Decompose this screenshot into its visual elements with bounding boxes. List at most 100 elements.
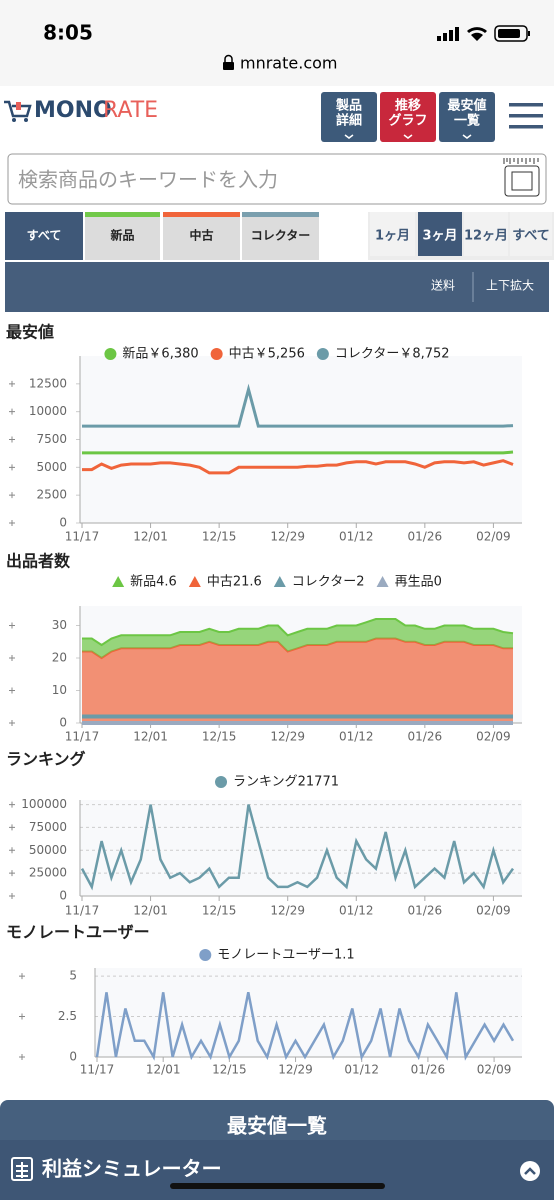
x-tick-label: 12/01	[133, 904, 168, 918]
header-button[interactable]	[321, 92, 377, 142]
legend-label[interactable]: 新品￥6,380	[122, 346, 198, 362]
tick-plus	[19, 973, 25, 980]
x-tick-label: 12/15	[202, 730, 237, 744]
x-tick-label: 11/17	[65, 730, 100, 744]
x-tick-label: 01/26	[408, 904, 443, 918]
top-bar	[0, 0, 554, 86]
list-button-label: 最安値一覧	[227, 1114, 327, 1138]
x-tick-label: 02/09	[477, 1063, 512, 1077]
header-button-label: 詳細	[336, 113, 362, 129]
x-tick-label: 02/09	[476, 730, 511, 744]
legend-marker	[104, 348, 117, 360]
tick-plus	[9, 893, 15, 899]
tick-plus	[19, 1054, 25, 1060]
x-tick-label: 12/15	[212, 1063, 247, 1077]
y-tick-label: 0	[59, 889, 67, 903]
y-tick-label: 10	[52, 683, 67, 697]
tab[interactable]	[5, 212, 83, 260]
y-tick-label: 0	[59, 716, 67, 730]
tab[interactable]	[242, 212, 319, 260]
x-tick-label: 02/09	[476, 904, 511, 918]
y-tick-label: 0	[69, 1050, 77, 1064]
header-button-label: 一覧	[454, 113, 480, 129]
x-tick-label: 12/29	[278, 1063, 313, 1077]
range-button[interactable]	[464, 212, 508, 256]
legend-label[interactable]: 再生品0	[395, 575, 442, 590]
data-line	[82, 450, 514, 455]
tick-plus	[9, 847, 15, 854]
tab-label: 中古	[189, 228, 213, 243]
header-button[interactable]	[439, 92, 495, 142]
tab-label: すべて	[27, 229, 62, 243]
simulator-label: 利益シミュレーター	[42, 1157, 222, 1181]
range-button[interactable]	[510, 212, 552, 256]
logo[interactable]: MONO RATE	[4, 98, 158, 123]
chevron	[344, 134, 354, 139]
lock-icon	[223, 54, 234, 70]
chart-title: 出品者数	[6, 552, 71, 571]
y-tick-label: 20	[52, 651, 67, 665]
header-button[interactable]	[380, 92, 436, 142]
legend-label[interactable]: コレクター￥8,752	[335, 347, 450, 362]
header-button-label: 製品	[335, 98, 362, 114]
tab-stripe	[163, 212, 240, 217]
tick-plus	[9, 408, 15, 415]
menu-icon[interactable]	[509, 103, 543, 129]
y-tick-label: 2500	[36, 488, 67, 502]
range-label: 12ヶ月	[464, 229, 508, 244]
list-button[interactable]	[0, 1100, 554, 1150]
header-button-label: 最安値	[447, 98, 486, 114]
range-label: 3ヶ月	[422, 229, 457, 244]
legend-label[interactable]: ランキング21771	[233, 775, 339, 790]
tick-plus	[9, 520, 15, 526]
legend-marker	[215, 776, 228, 788]
legend-label[interactable]: 新品4.6	[130, 574, 177, 590]
range-button[interactable]	[418, 212, 462, 256]
x-tick-label: 12/01	[146, 1063, 181, 1077]
x-tick-label: 12/01	[133, 530, 168, 544]
legend-label[interactable]: 中古￥5,256	[229, 347, 305, 362]
toolbar-button[interactable]: 送料	[431, 278, 455, 293]
collapse-icon[interactable]	[520, 1161, 540, 1181]
y-tick-label: 5000	[36, 460, 67, 474]
area-edge	[82, 618, 514, 647]
tick-plus	[9, 824, 15, 831]
legend-marker	[210, 348, 223, 360]
search-box[interactable]	[7, 153, 547, 205]
y-tick-label: 2.5	[58, 1009, 77, 1023]
header-button-label: 推移	[395, 98, 421, 114]
legend-marker	[376, 576, 389, 587]
x-tick-label: 01/12	[339, 730, 374, 744]
area-fill	[82, 619, 513, 658]
toolbar-button[interactable]: 上下拡大	[486, 279, 534, 293]
tab-stripe	[242, 212, 319, 217]
search-placeholder: 検索商品のキーワードを入力	[18, 168, 278, 192]
tick-plus	[9, 380, 15, 387]
legend-label[interactable]: モノレートユーザー1.1	[217, 948, 354, 963]
legend-label[interactable]: 中古21.6	[207, 575, 262, 590]
barcode-icon[interactable]	[503, 158, 540, 197]
tab[interactable]	[163, 212, 240, 260]
x-tick-label: 01/12	[339, 904, 374, 918]
y-tick-label: 12500	[29, 376, 67, 390]
legend-marker	[273, 576, 286, 587]
data-line	[82, 383, 514, 428]
url[interactable]: mnrate.com	[240, 54, 337, 73]
y-tick-label: 5	[69, 969, 77, 983]
tick-plus	[9, 436, 15, 443]
tick-plus	[9, 720, 15, 726]
calculator-icon	[11, 1157, 33, 1181]
y-tick-label: 10000	[29, 404, 67, 418]
x-tick-label: 12/01	[133, 730, 168, 744]
legend-marker	[316, 348, 329, 360]
y-tick-label: 50000	[29, 843, 67, 857]
chevron	[403, 134, 413, 139]
chart-title: ランキング	[6, 750, 86, 769]
range-label: すべて	[512, 229, 550, 244]
range-button[interactable]	[370, 212, 415, 256]
legend-label[interactable]: コレクター2	[292, 575, 365, 590]
tab[interactable]	[85, 212, 160, 260]
simulator-bar[interactable]	[0, 1140, 554, 1200]
